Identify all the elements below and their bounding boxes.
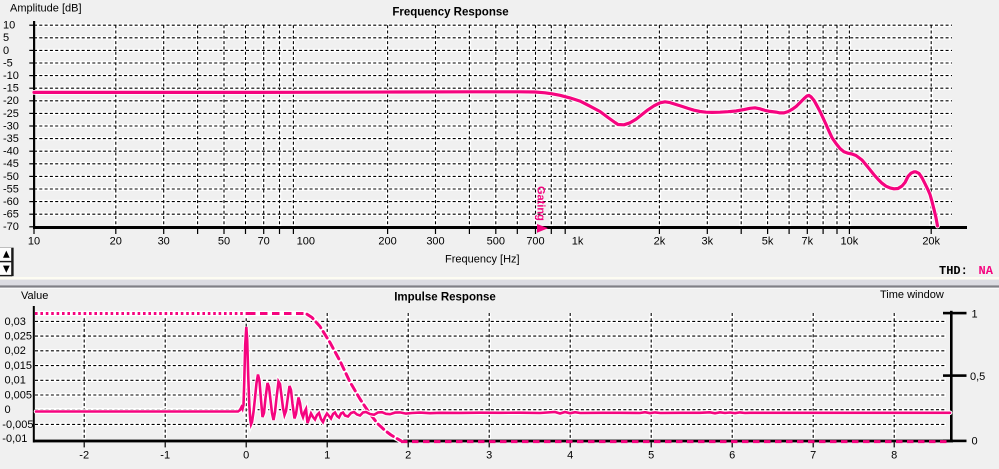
svg-text:-10: -10 xyxy=(3,70,19,82)
svg-text:3k: 3k xyxy=(701,235,713,247)
svg-text:7k: 7k xyxy=(801,235,813,247)
svg-text:30: 30 xyxy=(158,235,170,247)
svg-text:50: 50 xyxy=(218,235,230,247)
svg-text:3: 3 xyxy=(486,449,492,461)
svg-text:Value: Value xyxy=(21,290,48,302)
svg-text:-60: -60 xyxy=(3,196,19,208)
svg-text:-50: -50 xyxy=(3,171,19,183)
svg-text:-1: -1 xyxy=(160,449,170,461)
svg-text:20: 20 xyxy=(110,235,122,247)
svg-text:-5: -5 xyxy=(3,57,13,69)
svg-text:-30: -30 xyxy=(3,120,19,132)
svg-text:4: 4 xyxy=(567,449,573,461)
svg-text:10: 10 xyxy=(28,235,40,247)
svg-text:100: 100 xyxy=(297,235,315,247)
svg-text:Gating: Gating xyxy=(534,186,546,221)
svg-text:-45: -45 xyxy=(3,158,19,170)
svg-text:300: 300 xyxy=(426,235,444,247)
svg-text:-20: -20 xyxy=(3,95,19,107)
svg-text:Impulse Response: Impulse Response xyxy=(394,292,496,304)
svg-text:7: 7 xyxy=(810,449,816,461)
svg-text:5: 5 xyxy=(3,32,9,44)
svg-text:Frequency Response: Frequency Response xyxy=(392,7,508,19)
svg-text:Time window: Time window xyxy=(880,289,944,301)
svg-text:5k: 5k xyxy=(762,235,774,247)
svg-text:10k: 10k xyxy=(841,235,859,247)
svg-text:70: 70 xyxy=(258,235,270,247)
svg-text:20k: 20k xyxy=(922,235,940,247)
svg-text:-15: -15 xyxy=(3,83,19,95)
svg-text:-25: -25 xyxy=(3,108,19,120)
svg-text:6: 6 xyxy=(729,449,735,461)
svg-text:10: 10 xyxy=(3,20,15,32)
svg-text:200: 200 xyxy=(378,235,396,247)
svg-text:0,015: 0,015 xyxy=(5,360,33,372)
svg-text:-0,01: -0,01 xyxy=(2,433,27,445)
svg-text:Amplitude [dB]: Amplitude [dB] xyxy=(10,3,82,15)
svg-text:-0,005: -0,005 xyxy=(2,419,33,431)
svg-text:Frequency [Hz]: Frequency [Hz] xyxy=(445,254,520,266)
svg-text:-55: -55 xyxy=(3,183,19,195)
svg-text:1: 1 xyxy=(324,449,330,461)
svg-text:700: 700 xyxy=(526,235,544,247)
svg-text:2k: 2k xyxy=(654,235,666,247)
svg-text:1k: 1k xyxy=(572,235,584,247)
svg-text:8: 8 xyxy=(891,449,897,461)
svg-text:0,02: 0,02 xyxy=(5,345,26,357)
svg-text:NA: NA xyxy=(979,264,994,278)
svg-text:0,01: 0,01 xyxy=(5,375,26,387)
svg-text:1: 1 xyxy=(972,309,978,321)
svg-text:0: 0 xyxy=(972,435,978,447)
svg-text:-70: -70 xyxy=(3,221,19,233)
svg-text:5: 5 xyxy=(648,449,654,461)
svg-text:0: 0 xyxy=(5,404,11,416)
svg-text:-35: -35 xyxy=(3,133,19,145)
svg-text:500: 500 xyxy=(487,235,505,247)
svg-text:0,005: 0,005 xyxy=(5,389,33,401)
svg-text:-2: -2 xyxy=(79,449,89,461)
svg-text:0: 0 xyxy=(243,449,249,461)
svg-text:THD:: THD: xyxy=(939,264,968,278)
svg-text:-65: -65 xyxy=(3,209,19,221)
svg-text:0,03: 0,03 xyxy=(5,316,26,328)
svg-text:-40: -40 xyxy=(3,146,19,158)
svg-text:0,5: 0,5 xyxy=(970,371,985,383)
svg-text:2: 2 xyxy=(405,449,411,461)
svg-text:0,025: 0,025 xyxy=(5,331,33,343)
svg-text:0: 0 xyxy=(3,45,9,57)
